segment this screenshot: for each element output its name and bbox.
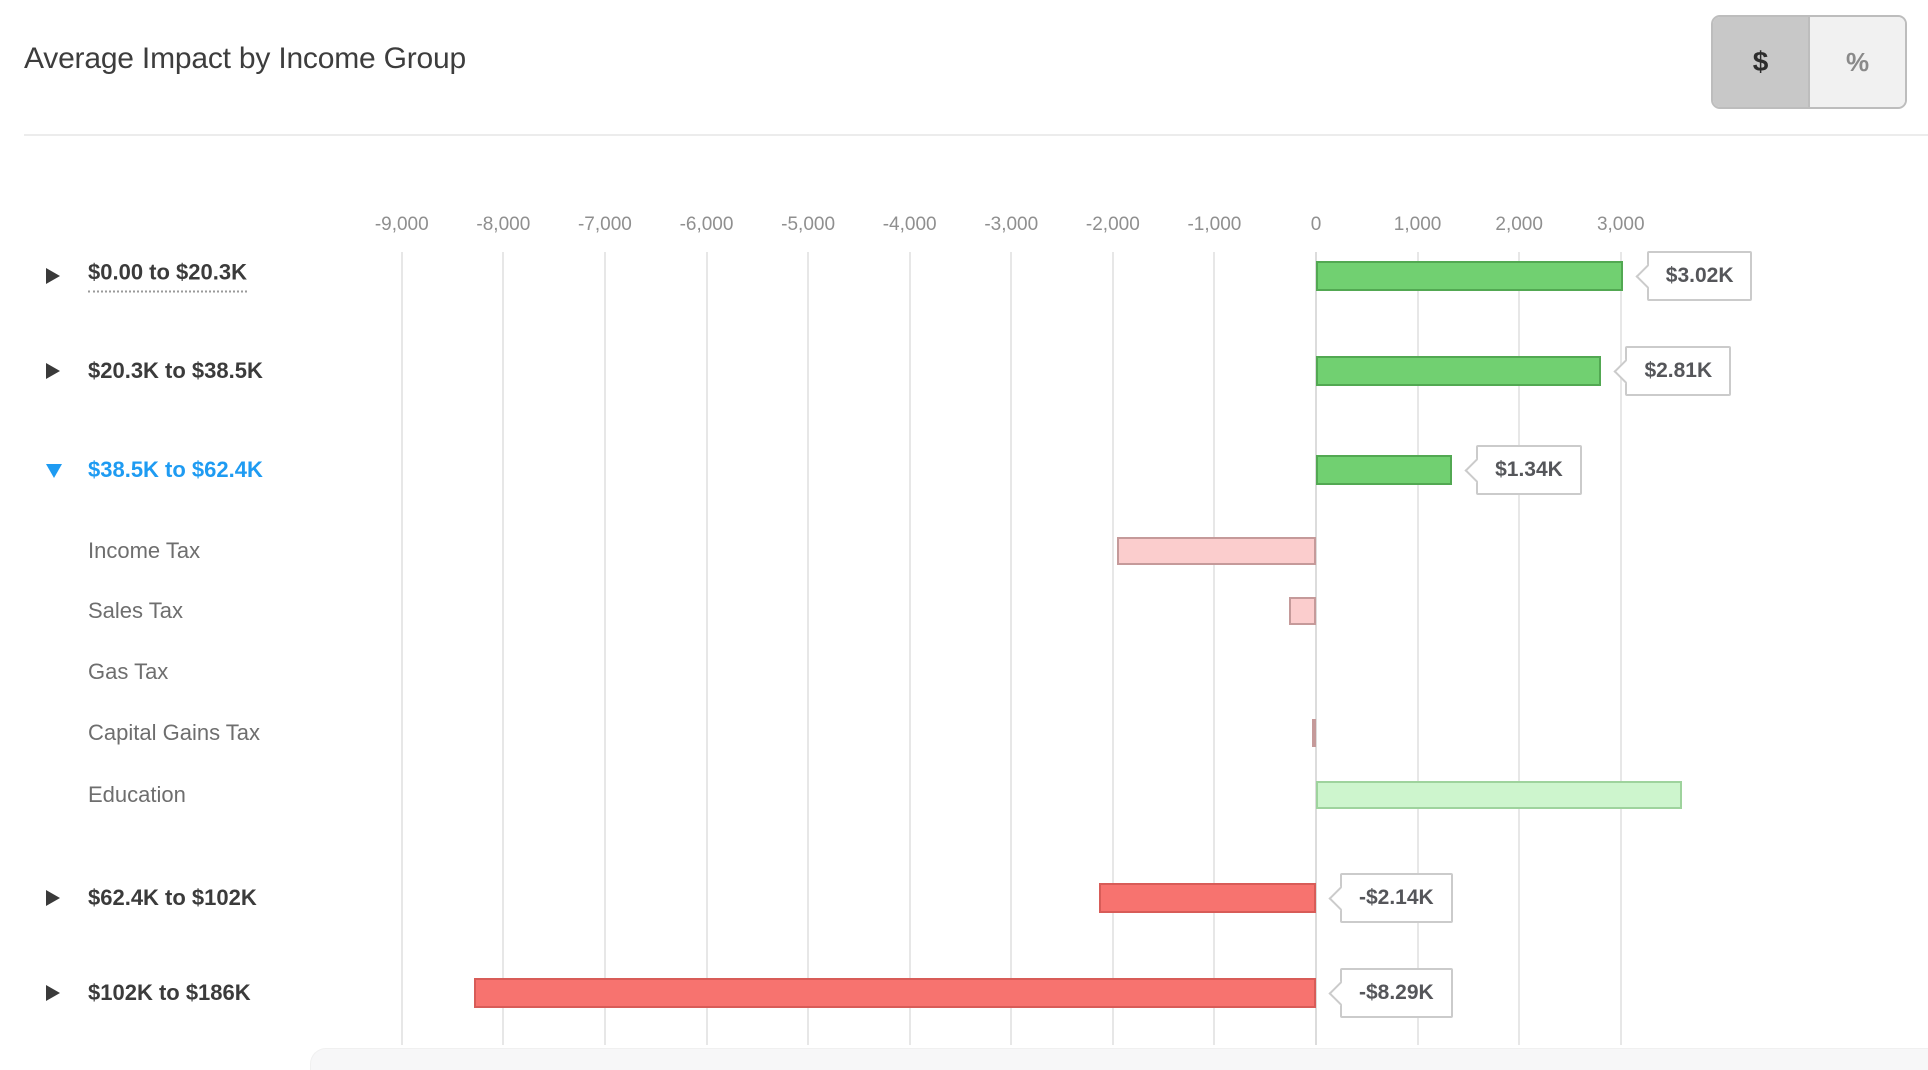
- page-title: Average Impact by Income Group: [24, 42, 467, 75]
- income-group-row-label[interactable]: $62.4K to $102K: [88, 885, 257, 910]
- category-row-label: Capital Gains Tax: [88, 720, 261, 745]
- positive-bar[interactable]: [1316, 261, 1623, 291]
- x-axis-tick-label: -1,000: [1187, 214, 1242, 235]
- positive-bar[interactable]: [1316, 455, 1453, 485]
- x-axis-tick-label: 3,000: [1596, 214, 1645, 235]
- bar-value-callout: -$8.29K: [1328, 968, 1453, 1018]
- callout-notch: [1328, 981, 1353, 1006]
- dollar-toggle-button[interactable]: $: [1713, 17, 1810, 107]
- x-axis-tick-label: 2,000: [1495, 214, 1543, 235]
- gridline: [908, 252, 911, 1045]
- category-row-label: Sales Tax: [88, 598, 183, 623]
- callout-notch: [1635, 264, 1660, 289]
- gridline: [1518, 252, 1521, 1045]
- bar-value-label: $3.02K: [1665, 264, 1734, 287]
- collapse-arrow-icon[interactable]: [46, 464, 62, 478]
- positive-bar[interactable]: [1316, 781, 1682, 809]
- callout-notch: [1328, 886, 1353, 911]
- x-axis-tick-label: 1,000: [1393, 214, 1442, 235]
- x-axis-tick-label: -6,000: [679, 214, 734, 235]
- x-axis-tick-label: -3,000: [984, 214, 1039, 235]
- x-axis-tick-label: -2,000: [1085, 214, 1140, 235]
- callout-notch: [1613, 359, 1638, 384]
- gridline: [1111, 252, 1114, 1045]
- bar-value-callout: -$2.14K: [1328, 873, 1453, 923]
- negative-bar[interactable]: [1116, 537, 1316, 565]
- income-group-row-label[interactable]: $102K to $186K: [88, 980, 251, 1005]
- callout-notch: [1464, 458, 1489, 483]
- gridline: [1416, 252, 1419, 1045]
- negative-bar[interactable]: [1288, 597, 1316, 625]
- dollar-toggle-label: $: [1752, 46, 1769, 77]
- expand-arrow-icon[interactable]: [46, 985, 60, 1001]
- x-axis-tick-label: -8,000: [476, 214, 531, 235]
- header-divider: [24, 134, 1928, 136]
- next-section-panel-edge: [310, 1048, 1928, 1070]
- positive-bar[interactable]: [1316, 356, 1602, 386]
- x-axis-tick-label: -4,000: [882, 214, 937, 235]
- expand-arrow-icon[interactable]: [46, 363, 60, 379]
- x-axis-tick-label: -9,000: [374, 214, 429, 235]
- expand-arrow-icon[interactable]: [46, 268, 60, 284]
- x-axis-tick-label: 0: [1310, 214, 1322, 235]
- bar-value-callout: $1.34K: [1464, 445, 1582, 495]
- bar-value-callout: $2.81K: [1613, 346, 1732, 396]
- bar-value-label: $1.34K: [1495, 458, 1563, 481]
- unit-toggle: $ %: [1711, 15, 1907, 109]
- gridline: [1619, 252, 1622, 1045]
- category-row-label: Income Tax: [88, 538, 201, 563]
- zero-gridline: [1315, 252, 1317, 1045]
- income-group-row-label[interactable]: $0.00 to $20.3K: [88, 260, 247, 293]
- gridline: [705, 252, 708, 1045]
- gridline: [502, 252, 505, 1045]
- category-row-label: Gas Tax: [88, 659, 169, 684]
- x-axis-tick-label: -5,000: [781, 214, 836, 235]
- bar-value-label: -$8.29K: [1359, 981, 1434, 1004]
- gridline: [1213, 252, 1216, 1045]
- percent-toggle-label: %: [1845, 46, 1870, 77]
- gridline: [400, 252, 403, 1045]
- expand-arrow-icon[interactable]: [46, 890, 60, 906]
- income-group-row-label[interactable]: $20.3K to $38.5K: [88, 358, 263, 383]
- gridline: [807, 252, 810, 1045]
- negative-bar[interactable]: [1311, 719, 1316, 747]
- income-group-row-label[interactable]: $38.5K to $62.4K: [88, 457, 263, 482]
- x-axis-tick-label: -7,000: [577, 214, 632, 235]
- category-row-label: Education: [88, 782, 186, 807]
- gridline: [603, 252, 606, 1045]
- percent-toggle-button[interactable]: %: [1810, 17, 1905, 107]
- gridline: [1010, 252, 1013, 1045]
- bar-value-label: -$2.14K: [1359, 886, 1434, 909]
- negative-bar[interactable]: [473, 978, 1316, 1008]
- bar-value-label: $2.81K: [1644, 359, 1713, 382]
- negative-bar[interactable]: [1098, 883, 1316, 913]
- bar-value-callout: $3.02K: [1635, 251, 1753, 301]
